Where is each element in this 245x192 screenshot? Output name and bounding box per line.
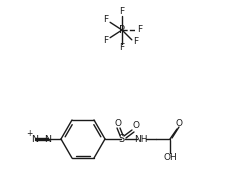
Text: O: O bbox=[175, 119, 183, 128]
Text: F: F bbox=[120, 44, 124, 52]
Text: N: N bbox=[45, 135, 51, 144]
Text: OH: OH bbox=[163, 152, 177, 161]
Text: NH: NH bbox=[134, 135, 148, 143]
Text: O: O bbox=[133, 122, 139, 131]
Text: F: F bbox=[137, 26, 143, 35]
Text: S: S bbox=[118, 134, 124, 144]
Text: F: F bbox=[104, 15, 109, 24]
Text: P: P bbox=[119, 25, 125, 35]
Text: F: F bbox=[133, 37, 138, 46]
Text: +: + bbox=[26, 129, 32, 138]
Text: F: F bbox=[120, 7, 124, 17]
Text: N: N bbox=[32, 135, 38, 144]
Text: F: F bbox=[104, 36, 109, 45]
Text: O: O bbox=[114, 118, 121, 127]
